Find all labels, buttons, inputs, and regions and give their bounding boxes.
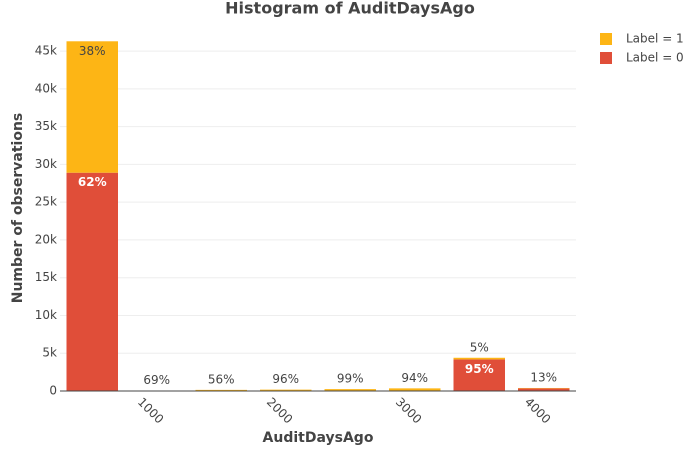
bar-label: 38% xyxy=(79,44,106,58)
bar xyxy=(389,388,441,391)
bar-label: 5% xyxy=(470,340,489,354)
bar-label: 56% xyxy=(208,372,235,386)
bar-label: 95% xyxy=(465,362,494,376)
y-axis-title: Number of observations xyxy=(10,113,26,304)
bar xyxy=(66,41,118,173)
x-tick-label: 4000 xyxy=(522,395,553,426)
x-axis-title: AuditDaysAgo xyxy=(263,430,374,446)
bar-label: 94% xyxy=(401,371,428,385)
bar xyxy=(453,357,505,360)
y-tick-label: 40k xyxy=(35,81,57,95)
legend-label: Label = 1 xyxy=(626,32,684,46)
legend-swatch xyxy=(600,52,612,64)
y-tick-label: 30k xyxy=(35,157,57,171)
bar xyxy=(518,388,570,391)
y-tick-label: 35k xyxy=(35,119,57,133)
y-tick-label: 10k xyxy=(35,308,57,322)
bar-label: 13% xyxy=(530,370,557,384)
y-tick-label: 20k xyxy=(35,232,57,246)
bar xyxy=(260,389,312,391)
x-tick-label: 3000 xyxy=(393,395,424,426)
bar-label: 69% xyxy=(143,373,170,387)
legend-swatch xyxy=(600,33,612,45)
bar xyxy=(324,389,376,391)
y-tick-label: 45k xyxy=(35,44,57,58)
bar-label: 62% xyxy=(78,175,107,189)
x-tick-label: 1000 xyxy=(135,395,166,426)
bar xyxy=(66,172,118,391)
y-tick-label: 5k xyxy=(42,346,57,360)
y-tick-label: 0 xyxy=(49,384,57,398)
bar-label: 96% xyxy=(272,372,299,386)
bar xyxy=(453,359,505,391)
legend-label: Label = 0 xyxy=(626,51,684,65)
chart-title: Histogram of AuditDaysAgo xyxy=(225,0,475,18)
bar-label: 99% xyxy=(337,372,364,386)
y-tick-label: 15k xyxy=(35,270,57,284)
x-tick-label: 2000 xyxy=(264,395,295,426)
bar xyxy=(195,389,247,391)
y-tick-label: 25k xyxy=(35,195,57,209)
